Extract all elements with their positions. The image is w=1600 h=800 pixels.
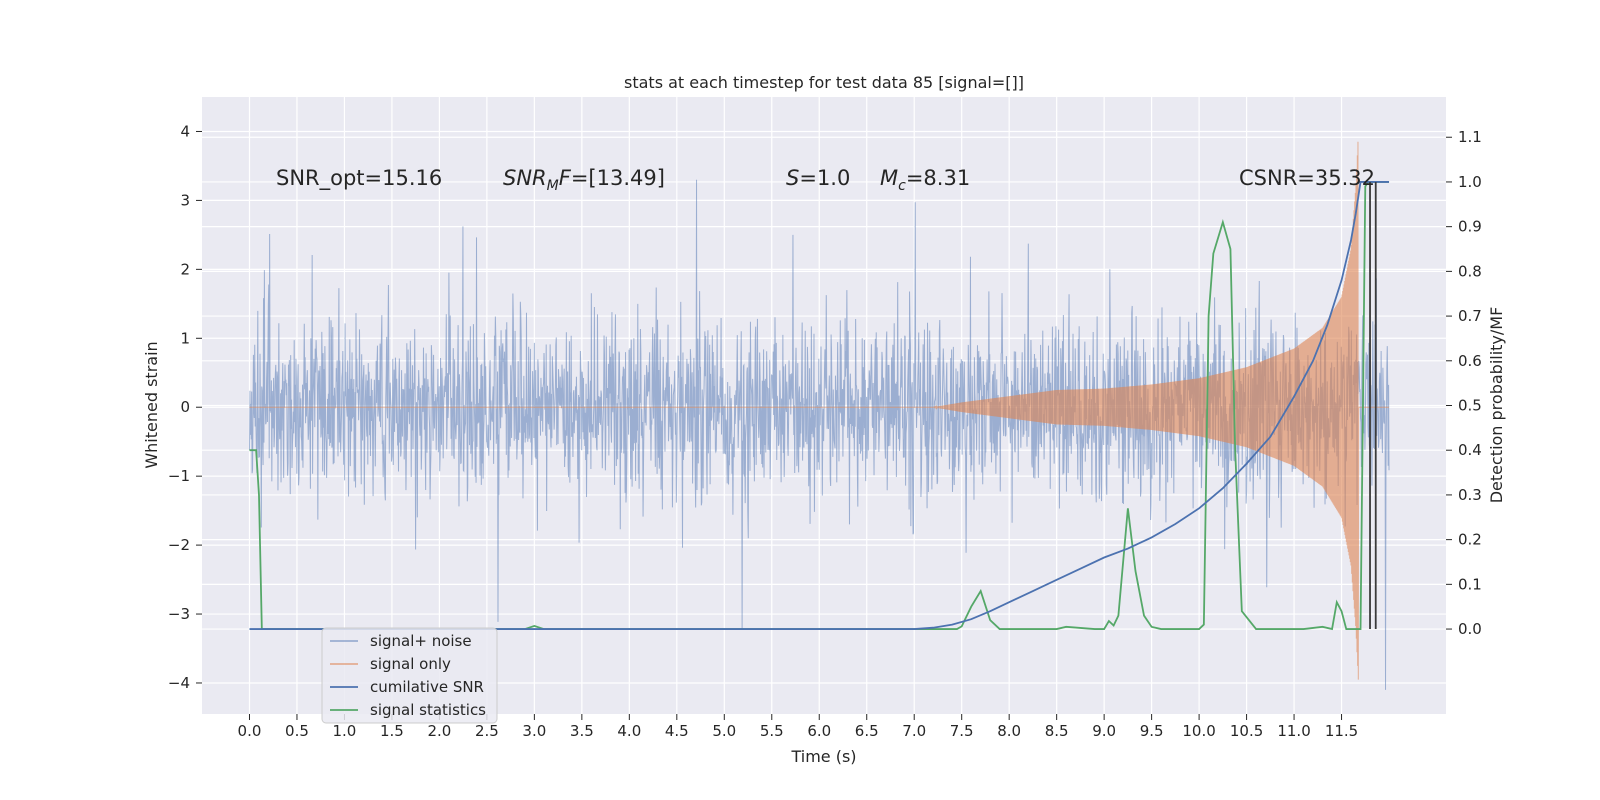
y-right-tick-label: 0.3	[1458, 486, 1482, 504]
signal-only-line	[249, 141, 1390, 680]
x-tick-label: 1.5	[380, 722, 404, 740]
x-tick-label: 11.0	[1277, 722, 1310, 740]
x-tick-label: 3.0	[522, 722, 546, 740]
y-right-tick-label: 0.4	[1458, 441, 1482, 459]
legend-box	[321, 627, 498, 724]
legend-label: signal only	[370, 655, 451, 673]
x-tick-label: 9.0	[1092, 722, 1116, 740]
x-tick-label: 8.5	[1045, 722, 1069, 740]
y-left-tick-label: 4	[180, 122, 190, 140]
x-tick-label: 0.5	[285, 722, 309, 740]
x-tick-label: 4.5	[665, 722, 689, 740]
x-tick-label: 7.5	[950, 722, 974, 740]
y-left-tick-label: −1	[168, 467, 190, 485]
y-right-tick-label: 0.2	[1458, 531, 1482, 549]
x-tick-label: 2.0	[427, 722, 451, 740]
y-left-tick-label: 2	[180, 260, 190, 278]
x-tick-label: 10.0	[1182, 722, 1215, 740]
x-tick-label: 6.5	[855, 722, 879, 740]
annotation-s-val: S=1.0	[786, 166, 850, 190]
legend-label: signal statistics	[370, 701, 486, 719]
y-right-tick-label: 0.0	[1458, 620, 1482, 638]
x-tick-label: 8.0	[997, 722, 1021, 740]
legend-label: signal+ noise	[370, 632, 472, 650]
x-tick-label: 5.0	[712, 722, 736, 740]
y-left-tick-label: 0	[180, 398, 190, 416]
annotations: SNR_opt=15.16 SNRMF=[13.49] S=1.0 Mc=8.31 CS…	[276, 166, 1375, 194]
y-axis-left-label: Whitened strain	[142, 341, 161, 468]
x-tick-label: 2.5	[475, 722, 499, 740]
signal-noise-line	[248, 179, 1390, 690]
annotation-snr-opt: SNR_opt=15.16	[276, 166, 442, 191]
x-tick-label: 6.0	[807, 722, 831, 740]
annotation-mc-val: Mc=8.31	[880, 166, 970, 194]
cumulative-snr-line	[249, 181, 1390, 630]
legend: signal+ noise signal only cumilative SNR si…	[321, 627, 498, 724]
y-left-tick-label: 3	[180, 191, 190, 209]
y-left-tick-label: 1	[180, 329, 190, 347]
x-tick-label: 5.5	[760, 722, 784, 740]
x-tick-label: 4.0	[617, 722, 641, 740]
y-right-tick-label: 0.9	[1458, 218, 1482, 236]
annotation-csnr: CSNR=35.32	[1239, 166, 1375, 190]
x-tick-label: 0.0	[238, 722, 262, 740]
y-left-tick-label: −4	[168, 674, 190, 692]
axes: 0.0 0.5 1.0 1.5 2.0 2.5 3.0 3.5 4.0 4.5 5.0 5.5 6.0 6…	[168, 122, 1482, 740]
x-tick-label: 7.0	[902, 722, 926, 740]
y-right-tick-label: 0.6	[1458, 352, 1482, 370]
y-axis-right-label: Detection probability/MF	[1487, 307, 1506, 504]
y-left-tick-label: −3	[168, 605, 190, 623]
y-right-tick-label: 0.8	[1458, 262, 1482, 280]
x-tick-label: 9.5	[1140, 722, 1164, 740]
x-tick-label: 3.5	[570, 722, 594, 740]
x-tick-label: 10.5	[1230, 722, 1263, 740]
plot-layer	[248, 141, 1390, 690]
y-right-tick-label: 0.1	[1458, 575, 1482, 593]
y-left-tick-label: −2	[168, 536, 190, 554]
annotation-snr-mf: SNRMF=[13.49]	[503, 166, 665, 194]
x-tick-label: 1.0	[333, 722, 357, 740]
x-axis-label: Time (s)	[790, 747, 856, 766]
y-right-tick-label: 0.7	[1458, 307, 1482, 325]
x-tick-label: 11.5	[1325, 722, 1358, 740]
y-right-tick-label: 1.1	[1458, 128, 1482, 146]
y-right-tick-label: 1.0	[1458, 173, 1482, 191]
y-right-tick-label: 0.5	[1458, 397, 1482, 415]
legend-label: cumilative SNR	[370, 678, 484, 696]
chart-title: stats at each timestep for test data 85 …	[624, 73, 1024, 92]
